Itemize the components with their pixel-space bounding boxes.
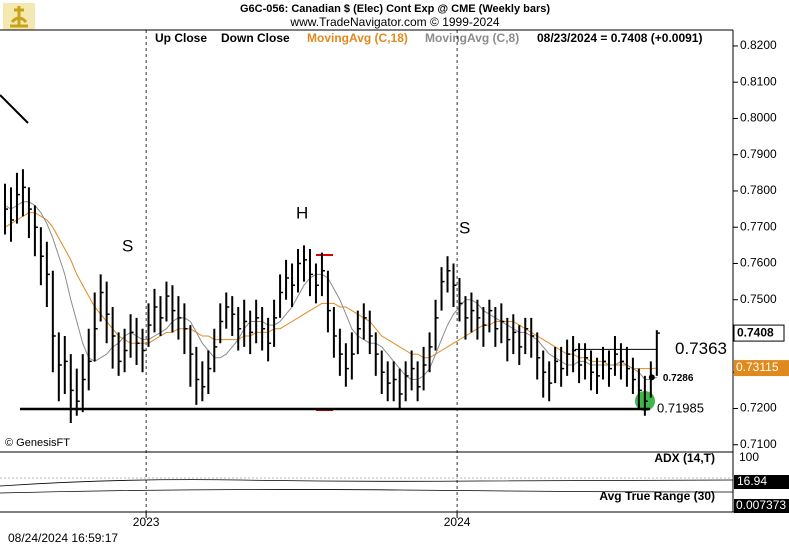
y-tick-label: 0.7900 [740,147,777,161]
y-tick-label: 0.8000 [740,111,777,125]
ma8-dot [648,374,655,381]
legend-up: Up Close [155,31,207,45]
pattern-label: H [296,203,308,222]
timestamp: 08/24/2024 16:59:17 [8,531,118,545]
level-label: 0.71985 [657,400,704,415]
legend-ma18: MovingAvg (C,18) [307,31,408,45]
atr-value-box [734,499,789,513]
trend-stub [0,94,29,124]
ma8-label: 0.7286 [663,373,694,384]
atr-line [0,489,734,494]
y-tick-label: 0.8200 [740,38,777,52]
y-tick-label: 0.7600 [740,256,777,270]
pattern-label: S [459,218,470,237]
last-close: 0.7408 [737,325,774,339]
x-tick-label: 2023 [133,515,160,529]
copyright: © GenesisFT [5,437,70,449]
logo [3,3,35,30]
last-ma18-box [734,360,789,377]
adx-line [0,479,734,487]
chart-title: G6C-056: Canadian $ (Elec) Cont Exp @ CM… [240,3,550,15]
y-tick-label: 0.7500 [740,292,777,306]
legend-ma8: MovingAvg (C,8) [425,31,519,45]
y-tick-label: 0.7700 [740,219,777,233]
adx-label: ADX (14,T) [654,451,715,465]
last-ma18: 0.73115 [736,360,779,374]
pattern-label: S [122,236,133,255]
y-tick-label: 0.7200 [740,401,777,415]
chart-subtitle: www.TradeNavigator.com © 1999-2024 [289,15,499,29]
level-label: 0.7363 [675,339,727,358]
atr-value: 0.007373 [736,498,786,512]
adx-tick: 100 [739,450,759,464]
y-tick-label: 0.8100 [740,74,777,88]
last-close-box [733,324,785,342]
y-tick-label: 0.7800 [740,183,777,197]
x-tick-label: 2024 [444,515,471,529]
atr-label: Avg True Range (30) [599,489,715,503]
adx-value: 16.94 [737,474,767,488]
y-tick-label: 0.7100 [740,437,777,451]
status: 08/23/2024 = 0.7408 (+0.0091) [537,31,702,45]
adx-value-box [734,475,789,489]
legend-down: Down Close [221,31,290,45]
